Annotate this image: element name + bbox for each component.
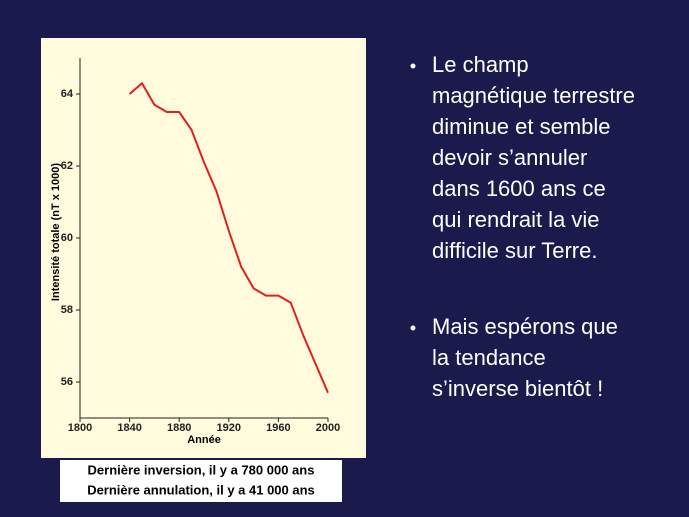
bullet-line: devoir s’annuler <box>432 145 587 170</box>
line <box>128 82 329 394</box>
bullet-line: s’inverse bientôt ! <box>432 376 603 401</box>
bullet-line: Le champ <box>432 52 529 77</box>
bullet-line: diminue et semble <box>432 114 611 139</box>
x-tick-label: 1880 <box>167 422 191 434</box>
caption-line: Dernière annulation, il y a 41 000 ans <box>87 482 315 497</box>
y-tick-label: 56 <box>61 376 73 388</box>
x-tick-label: 1960 <box>266 422 290 434</box>
bullet-line: qui rendrait la vie <box>432 207 600 232</box>
bullet-line: difficile sur Terre. <box>432 238 597 263</box>
caption-line: Dernière inversion, il y a 780 000 ans <box>88 462 315 477</box>
y-tick-label: 58 <box>61 304 73 316</box>
bullet-line: la tendance <box>432 345 546 370</box>
caption-box <box>60 460 342 502</box>
bullet-line: dans 1600 ans ce <box>432 176 606 201</box>
x-tick-label: 1800 <box>68 422 92 434</box>
x-tick-label: 1920 <box>217 422 241 434</box>
x-axis-label: Année <box>187 434 221 446</box>
y-axis-label: Intensité totale (nT x 1000) <box>50 163 62 301</box>
x-tick-label: 1840 <box>117 422 141 434</box>
bullet-dot <box>410 63 416 69</box>
x-tick-label: 2000 <box>316 422 340 434</box>
y-tick-label: 60 <box>61 232 73 244</box>
y-tick-label: 64 <box>61 88 74 100</box>
chart-panel <box>41 38 366 458</box>
bullet-line: Mais espérons que <box>432 314 618 339</box>
bullet-line: magnétique terrestre <box>432 83 635 108</box>
y-tick-label: 62 <box>61 160 73 172</box>
bullet-dot <box>410 325 416 331</box>
